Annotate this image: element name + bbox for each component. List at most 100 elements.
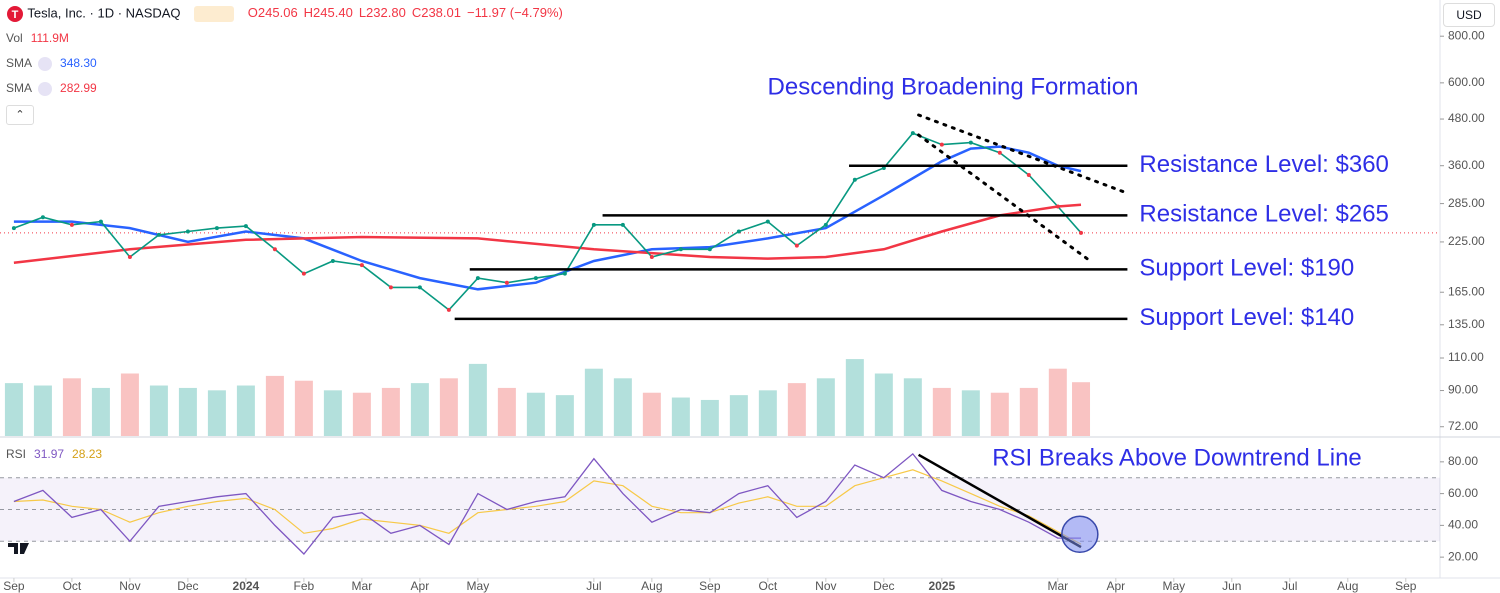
price-point bbox=[214, 226, 219, 231]
volume-bar bbox=[149, 385, 168, 436]
y-tick-label: 800.00 bbox=[1448, 28, 1485, 42]
rsi-trendline bbox=[917, 453, 1082, 549]
y-tick-label: 480.00 bbox=[1448, 111, 1485, 125]
price-point bbox=[475, 276, 480, 281]
x-tick-label: Dec bbox=[177, 579, 198, 593]
sma-legend: SMA 348.30 bbox=[6, 56, 97, 71]
price-point bbox=[620, 222, 625, 227]
volume-bar bbox=[1072, 382, 1091, 436]
price-point bbox=[1079, 230, 1084, 235]
price-point bbox=[765, 219, 770, 224]
x-tick-label: Apr bbox=[1106, 579, 1125, 593]
volume-bar bbox=[265, 375, 284, 436]
volume-bar bbox=[642, 392, 661, 436]
rsi-signal-line bbox=[13, 469, 1082, 545]
value: 282.99 bbox=[60, 81, 97, 95]
price-point bbox=[1055, 204, 1060, 209]
level-label: Resistance Level: $360 bbox=[1139, 151, 1389, 178]
sma-line bbox=[13, 203, 1082, 264]
volume-bar bbox=[816, 378, 835, 436]
price-point bbox=[272, 247, 277, 252]
y-tick-label: 80.00 bbox=[1448, 454, 1478, 468]
rsi-line bbox=[13, 452, 1081, 555]
value: 28.23 bbox=[72, 447, 103, 461]
volume-legend: Vol 111.9M bbox=[6, 31, 69, 45]
price-point bbox=[707, 247, 712, 252]
icon[interactable] bbox=[38, 56, 53, 71]
label: RSI bbox=[6, 447, 27, 461]
volume-bar bbox=[729, 395, 748, 436]
x-tick-label: Aug bbox=[1337, 579, 1358, 593]
volume-bar bbox=[903, 378, 922, 436]
price-point bbox=[417, 285, 422, 290]
level-label: Resistance Level: $265 bbox=[1139, 201, 1389, 228]
volume-bar bbox=[845, 359, 864, 436]
value: 31.97 bbox=[34, 447, 65, 461]
volume-bar bbox=[700, 399, 719, 436]
volume-bar bbox=[120, 373, 139, 436]
symbol: Tesla, Inc. · 1D · NASDAQ bbox=[27, 5, 181, 21]
volume-bar bbox=[178, 387, 197, 436]
x-tick-label: 2024 bbox=[233, 579, 260, 593]
price-point bbox=[127, 255, 132, 260]
volume-bar bbox=[990, 392, 1009, 436]
y-tick-label: 40.00 bbox=[1448, 518, 1478, 532]
x-tick-label: Feb bbox=[294, 579, 315, 593]
y-tick-label: 20.00 bbox=[1448, 549, 1478, 563]
y-tick-label: 60.00 bbox=[1448, 486, 1478, 500]
price-line bbox=[13, 132, 1082, 311]
x-tick-label: Oct bbox=[759, 579, 778, 593]
volume-bar bbox=[323, 390, 342, 436]
volume-bar bbox=[671, 397, 690, 436]
y-tick-label: 225.00 bbox=[1448, 234, 1485, 248]
sma-line bbox=[13, 145, 1082, 291]
volume-bar bbox=[294, 380, 313, 436]
price-point bbox=[852, 177, 857, 182]
x-tick-label: Sep bbox=[1395, 579, 1417, 593]
x-tick-label: Mar bbox=[352, 579, 373, 593]
price-point bbox=[446, 307, 451, 312]
price-point bbox=[69, 222, 74, 227]
x-tick-label: Jul bbox=[586, 579, 601, 593]
price-point bbox=[562, 271, 567, 276]
volume-bar bbox=[381, 387, 400, 436]
volume-bar bbox=[91, 387, 110, 436]
y-tick-label: 90.00 bbox=[1448, 383, 1478, 397]
x-tick-label: Nov bbox=[119, 579, 140, 593]
level-label: Support Level: $140 bbox=[1139, 304, 1354, 331]
volume-bar bbox=[526, 392, 545, 436]
volume-bar bbox=[584, 368, 603, 436]
price-point bbox=[968, 140, 973, 145]
volume-bar bbox=[439, 378, 458, 436]
price-point bbox=[910, 131, 915, 136]
x-tick-label: Mar bbox=[1047, 579, 1068, 593]
sma-legend: SMA 282.99 bbox=[6, 81, 97, 96]
collapse-button[interactable]: ⌃ bbox=[6, 105, 34, 125]
volume-bar bbox=[758, 390, 777, 436]
pattern-line bbox=[917, 113, 1126, 194]
volume-bar bbox=[497, 387, 516, 436]
x-tick-label: Nov bbox=[815, 579, 836, 593]
ohlc: O245.06 H245.40 L232.80 C238.01 −11.97 (−4.7… bbox=[248, 5, 569, 20]
price-point bbox=[939, 142, 944, 147]
currency-button[interactable]: USD bbox=[1443, 3, 1495, 27]
price-point bbox=[649, 255, 654, 260]
price-point bbox=[330, 259, 335, 264]
y-tick-label: 110.00 bbox=[1448, 350, 1484, 364]
market-status bbox=[194, 6, 235, 22]
price-point bbox=[533, 276, 538, 281]
rsi-legend: RSI 31.97 28.23 bbox=[6, 447, 102, 461]
tv-logo bbox=[8, 543, 29, 554]
price-point bbox=[359, 263, 364, 268]
icon[interactable] bbox=[38, 81, 53, 96]
volume-bar bbox=[207, 390, 226, 436]
price-point bbox=[881, 165, 886, 170]
price-point bbox=[11, 226, 16, 231]
price-point bbox=[1026, 172, 1031, 177]
label: SMA bbox=[6, 81, 33, 95]
price-point bbox=[823, 222, 828, 227]
x-tick-label: Sep bbox=[699, 579, 721, 593]
level-label: Support Level: $190 bbox=[1139, 255, 1354, 282]
price-point bbox=[388, 285, 393, 290]
